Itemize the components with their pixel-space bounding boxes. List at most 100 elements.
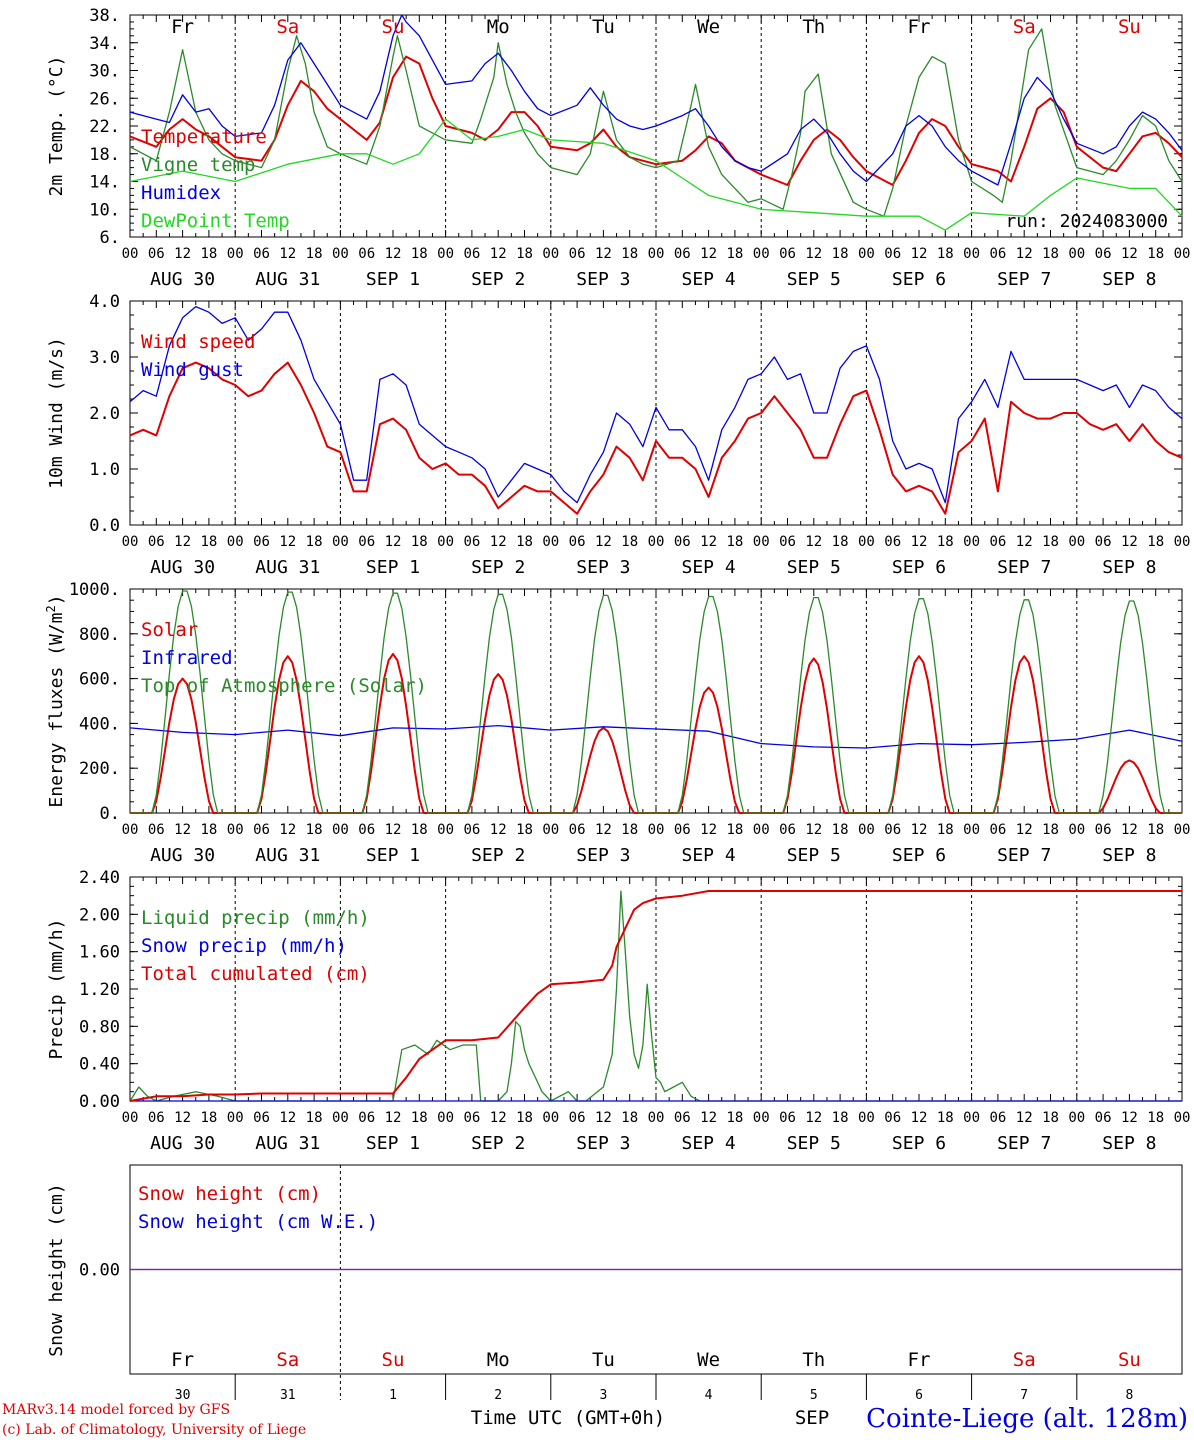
hour-tick-label: 06 xyxy=(1095,1110,1112,1126)
hour-tick-label: 18 xyxy=(726,822,743,838)
hour-tick-label: 00 xyxy=(332,246,349,262)
weekday-label: Fr xyxy=(171,16,194,38)
y-axis-label: 10m Wind (m/s) xyxy=(46,337,67,489)
hour-tick-label: 06 xyxy=(358,534,375,550)
day-number: 8 xyxy=(1125,1388,1133,1403)
day-number: 2 xyxy=(494,1388,502,1403)
weekday-label: Tu xyxy=(592,1349,615,1371)
legend-entry: Infrared xyxy=(141,647,233,669)
hour-tick-label: 00 xyxy=(437,822,454,838)
date-label: SEP 2 xyxy=(471,845,525,866)
hour-tick-label: 00 xyxy=(227,822,244,838)
hour-tick-label: 00 xyxy=(648,534,665,550)
legend-entry: DewPoint Temp xyxy=(141,210,290,232)
paren: ) xyxy=(46,594,67,605)
date-label: SEP 2 xyxy=(471,269,525,290)
date-label: SEP 7 xyxy=(997,269,1051,290)
plot-frame xyxy=(129,588,1183,814)
hour-tick-label: 06 xyxy=(779,822,796,838)
y-axis-label: Snow height (cm) xyxy=(46,1183,67,1356)
hour-tick-label: 06 xyxy=(884,534,901,550)
date-label: SEP 5 xyxy=(787,269,841,290)
y-tick-label: 30. xyxy=(89,62,120,82)
hour-tick-label: 06 xyxy=(569,1110,586,1126)
hour-tick-label: 18 xyxy=(621,822,638,838)
hour-tick-label: 12 xyxy=(385,534,402,550)
hour-tick-label: 00 xyxy=(753,246,770,262)
y-tick-label: 22. xyxy=(89,117,120,137)
hour-tick-label: 06 xyxy=(569,534,586,550)
hour-tick-label: 06 xyxy=(569,246,586,262)
weekday-label: Mo xyxy=(487,16,510,38)
date-label: SEP 3 xyxy=(576,557,630,578)
date-label: SEP 8 xyxy=(1102,269,1156,290)
date-label: SEP 4 xyxy=(682,1133,736,1154)
hour-tick-label: 12 xyxy=(700,246,717,262)
hour-tick-label: 12 xyxy=(1016,822,1033,838)
day-number: 3 xyxy=(599,1388,607,1403)
hour-tick-label: 12 xyxy=(1016,246,1033,262)
y-tick-label: 400. xyxy=(79,714,120,734)
hour-tick-label: 18 xyxy=(306,822,323,838)
superscript: 2 xyxy=(44,605,58,612)
hour-tick-label: 00 xyxy=(858,822,875,838)
hour-tick-label: 00 xyxy=(1068,246,1085,262)
hour-tick-label: 18 xyxy=(621,1110,638,1126)
hour-tick-label: 06 xyxy=(463,246,480,262)
hour-tick-label: 18 xyxy=(411,822,428,838)
date-label: AUG 30 xyxy=(150,1133,215,1154)
hour-tick-label: 12 xyxy=(1121,822,1138,838)
hour-tick-label: 18 xyxy=(937,534,954,550)
y-tick-label: 0.80 xyxy=(79,1017,120,1037)
hour-tick-label: 18 xyxy=(621,534,638,550)
y-tick-label: 600. xyxy=(79,670,120,690)
weekday-label: Fr xyxy=(171,1349,194,1371)
hour-tick-label: 18 xyxy=(306,1110,323,1126)
hour-tick-label: 18 xyxy=(516,246,533,262)
hour-tick-label: 00 xyxy=(122,534,139,550)
legend-entry: Wind gust xyxy=(141,359,244,381)
date-label: AUG 31 xyxy=(255,557,320,578)
day-number: 1 xyxy=(389,1388,397,1403)
date-label: SEP 5 xyxy=(787,557,841,578)
date-label: SEP 4 xyxy=(682,557,736,578)
hour-tick-label: 12 xyxy=(595,246,612,262)
hour-tick-label: 06 xyxy=(674,534,691,550)
legend-entry: Snow precip (mm/h) xyxy=(141,935,347,957)
hour-tick-label: 18 xyxy=(832,246,849,262)
hour-tick-label: 12 xyxy=(490,1110,507,1126)
hour-tick-label: 12 xyxy=(1121,534,1138,550)
date-label: AUG 31 xyxy=(255,845,320,866)
hour-tick-label: 18 xyxy=(726,534,743,550)
hour-tick-label: 00 xyxy=(1068,1110,1085,1126)
credit-line-1: MARv3.14 model forced by GFS xyxy=(2,1402,230,1418)
day-number: 4 xyxy=(705,1388,713,1403)
hour-tick-label: 00 xyxy=(963,1110,980,1126)
hour-tick-label: 06 xyxy=(674,1110,691,1126)
hour-tick-label: 18 xyxy=(726,246,743,262)
hour-tick-label: 00 xyxy=(332,534,349,550)
weekday-label: We xyxy=(697,16,720,38)
hour-tick-label: 00 xyxy=(437,1110,454,1126)
y-tick-label: 1000. xyxy=(69,580,120,600)
y-tick-label: 2.0 xyxy=(89,404,120,424)
date-label: SEP 8 xyxy=(1102,1133,1156,1154)
series-line-3-2 xyxy=(129,724,1183,749)
hour-tick-label: 18 xyxy=(1042,246,1059,262)
hour-tick-label: 00 xyxy=(1174,246,1191,262)
hour-tick-label: 12 xyxy=(911,1110,928,1126)
hour-tick-label: 12 xyxy=(174,534,191,550)
weekday-label: Fr xyxy=(908,1349,931,1371)
hour-tick-label: 06 xyxy=(884,246,901,262)
hour-tick-label: 06 xyxy=(253,246,270,262)
date-label: SEP 3 xyxy=(576,845,630,866)
hour-tick-label: 00 xyxy=(542,534,559,550)
hour-tick-label: 00 xyxy=(858,534,875,550)
hour-tick-label: 06 xyxy=(989,534,1006,550)
hour-tick-label: 00 xyxy=(1174,822,1191,838)
hour-tick-label: 18 xyxy=(1042,822,1059,838)
y-tick-label: 10. xyxy=(89,200,120,220)
series-line-2-2 xyxy=(129,305,1183,504)
hour-tick-label: 12 xyxy=(595,822,612,838)
hour-tick-label: 18 xyxy=(516,1110,533,1126)
